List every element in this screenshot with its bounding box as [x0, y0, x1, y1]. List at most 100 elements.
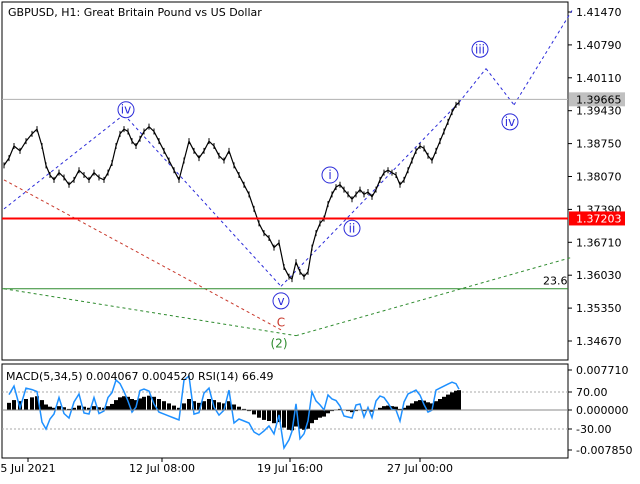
macd-bar	[202, 401, 206, 410]
macd-bar	[35, 396, 39, 410]
time-axis: 5 Jul 2021 12 Jul 08:00 19 Jul 16:00 27 Jul…	[0, 458, 453, 475]
macd-bar	[44, 404, 48, 410]
fib-label: 23.6	[543, 275, 568, 288]
indicator-tick-label: 0.000000	[576, 404, 629, 417]
macd-bar	[287, 410, 291, 430]
wave-label: v	[277, 294, 284, 308]
macd-bar	[167, 403, 171, 410]
macd-bar	[410, 403, 414, 410]
macd-bar	[227, 401, 231, 410]
macd-bar	[330, 410, 334, 412]
macd-bar	[438, 399, 442, 410]
macd-bar	[67, 408, 71, 410]
macd-bar	[290, 410, 294, 431]
macd-bar	[77, 405, 81, 410]
indicator-header: MACD(5,34,5) 0.004067 0.004520 RSI(14) 6…	[6, 370, 273, 383]
macd-bar	[142, 396, 146, 410]
wave-label-circle	[117, 101, 135, 119]
time-tick-label: 19 Jul 16:00	[257, 462, 323, 475]
macd-bar	[12, 400, 16, 410]
macd-bar	[82, 406, 86, 410]
macd-bar	[402, 407, 406, 410]
symbol-label: GBPUSD	[8, 6, 54, 19]
macd-bar	[72, 407, 76, 410]
macd-bar	[338, 408, 342, 410]
macd-bar	[450, 392, 454, 410]
wave-label: i	[328, 168, 331, 182]
current-price-label: 1.39665	[576, 93, 622, 106]
level-badge	[569, 211, 625, 226]
macd-bar	[237, 406, 241, 410]
price-tick-label: 1.40110	[576, 72, 622, 85]
time-tick-label: 12 Jul 08:00	[129, 462, 195, 475]
price-tick-label: 1.36030	[576, 269, 622, 282]
price-tick-label: 1.38070	[576, 171, 622, 184]
projection-line	[458, 68, 487, 103]
macd-bar	[386, 405, 390, 410]
wave-label: (2)	[271, 336, 288, 350]
macd-bar	[106, 406, 110, 410]
macd-bar	[370, 410, 374, 412]
macd-bar	[182, 403, 186, 410]
macd-bar	[457, 390, 461, 410]
macd-bar	[97, 407, 101, 410]
macd-bar	[454, 390, 458, 410]
price-axis: 1.41470 1.40790 1.40110 1.39430 1.38750 1.380…	[568, 6, 622, 348]
level-lines: 1.39665 1.37203 23.6	[2, 92, 625, 290]
wave-label-circle	[272, 292, 290, 310]
macd-bar	[92, 406, 96, 410]
projection-line	[513, 10, 573, 106]
macd-bar	[252, 410, 256, 415]
macd-bar	[122, 396, 126, 410]
price-tick-label: 1.39430	[576, 105, 622, 118]
indicator-tick-label: 0.007710	[576, 364, 629, 377]
macd-bar	[172, 405, 176, 410]
macd-bar	[130, 399, 134, 410]
macd-bar	[126, 396, 130, 410]
macd-bar	[222, 403, 226, 410]
macd-bar	[314, 410, 318, 420]
macd-bar	[118, 397, 122, 410]
wave-guide-line	[123, 114, 282, 287]
macd-bar	[40, 400, 44, 410]
wave-label-circle	[471, 40, 489, 58]
macd-bar	[87, 407, 91, 410]
chart-header: GBPUSD, H1: Great Britain Pound vs US Do…	[8, 6, 262, 19]
macd-bar	[302, 410, 306, 430]
macd-bar	[147, 395, 151, 410]
macd-bar	[414, 401, 418, 410]
wave-label-circle	[343, 219, 361, 237]
wave-guide-line	[3, 114, 125, 210]
macd-bar	[378, 407, 382, 410]
indicator-tick-label: -0.007850	[576, 444, 632, 457]
macd-bar	[192, 401, 196, 410]
macd-bar	[30, 397, 34, 410]
macd-bar	[207, 399, 211, 410]
macd-bar	[232, 404, 236, 410]
indicator-tick-label: 70.00	[576, 386, 608, 399]
macd-bar	[350, 410, 354, 413]
price-series	[3, 99, 460, 283]
macd-bar	[398, 408, 402, 410]
indicator-panel-border	[1, 363, 569, 459]
indicator-panel: 0.007710 70.00 0.000000 -30.00 -0.007850	[2, 364, 632, 457]
macd-bar	[242, 408, 246, 410]
macd-bar	[272, 410, 276, 424]
wave-label: iv	[505, 115, 515, 129]
wave-guide-line	[3, 288, 297, 337]
macd-bar	[394, 406, 398, 410]
price-tick-label: 1.34670	[576, 335, 622, 348]
macd-bar	[247, 410, 251, 412]
macd-bar	[354, 410, 358, 412]
price-line	[3, 102, 460, 281]
macd-bar	[326, 410, 330, 414]
current-price-badge	[569, 92, 625, 107]
macd-bar	[138, 398, 142, 410]
macd-bar	[406, 405, 410, 410]
wave-label: ii	[349, 221, 356, 235]
macd-bar	[110, 403, 114, 410]
time-tick-label: 5 Jul 2021	[0, 462, 55, 475]
macd-bar	[310, 410, 314, 424]
price-tick-label: 1.36710	[576, 236, 622, 249]
